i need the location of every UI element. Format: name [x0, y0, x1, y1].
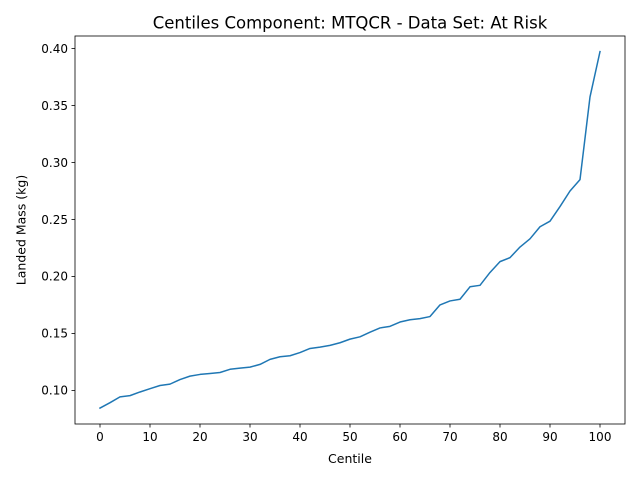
y-tick-label: 0.20 — [41, 270, 68, 284]
x-tick-label: 20 — [192, 430, 207, 444]
chart-title: Centiles Component: MTQCR - Data Set: At… — [153, 14, 548, 33]
x-tick-label: 40 — [292, 430, 307, 444]
y-tick-label: 0.15 — [41, 327, 68, 341]
x-tick-label: 0 — [96, 430, 104, 444]
x-tick-label: 30 — [242, 430, 257, 444]
x-tick-label: 80 — [492, 430, 507, 444]
y-tick-label: 0.35 — [41, 99, 68, 113]
y-axis-label: Landed Mass (kg) — [14, 175, 29, 285]
y-tick-label: 0.25 — [41, 213, 68, 227]
x-tick-label: 100 — [589, 430, 612, 444]
x-tick-label: 60 — [392, 430, 407, 444]
x-tick-label: 70 — [442, 430, 457, 444]
x-tick-label: 90 — [542, 430, 557, 444]
y-tick-label: 0.40 — [41, 42, 68, 56]
y-tick-label: 0.30 — [41, 156, 68, 170]
x-tick-label: 10 — [142, 430, 157, 444]
x-tick-label: 50 — [342, 430, 357, 444]
axes: 0 10 20 30 40 50 60 70 80 90 100 0.10 0.15 0.20 0.25 0.… — [41, 35, 626, 444]
y-tick-label: 0.10 — [41, 384, 68, 398]
plot-data-layer — [98, 50, 601, 410]
series-line — [98, 50, 601, 410]
x-axis-label: Centile — [328, 451, 372, 466]
